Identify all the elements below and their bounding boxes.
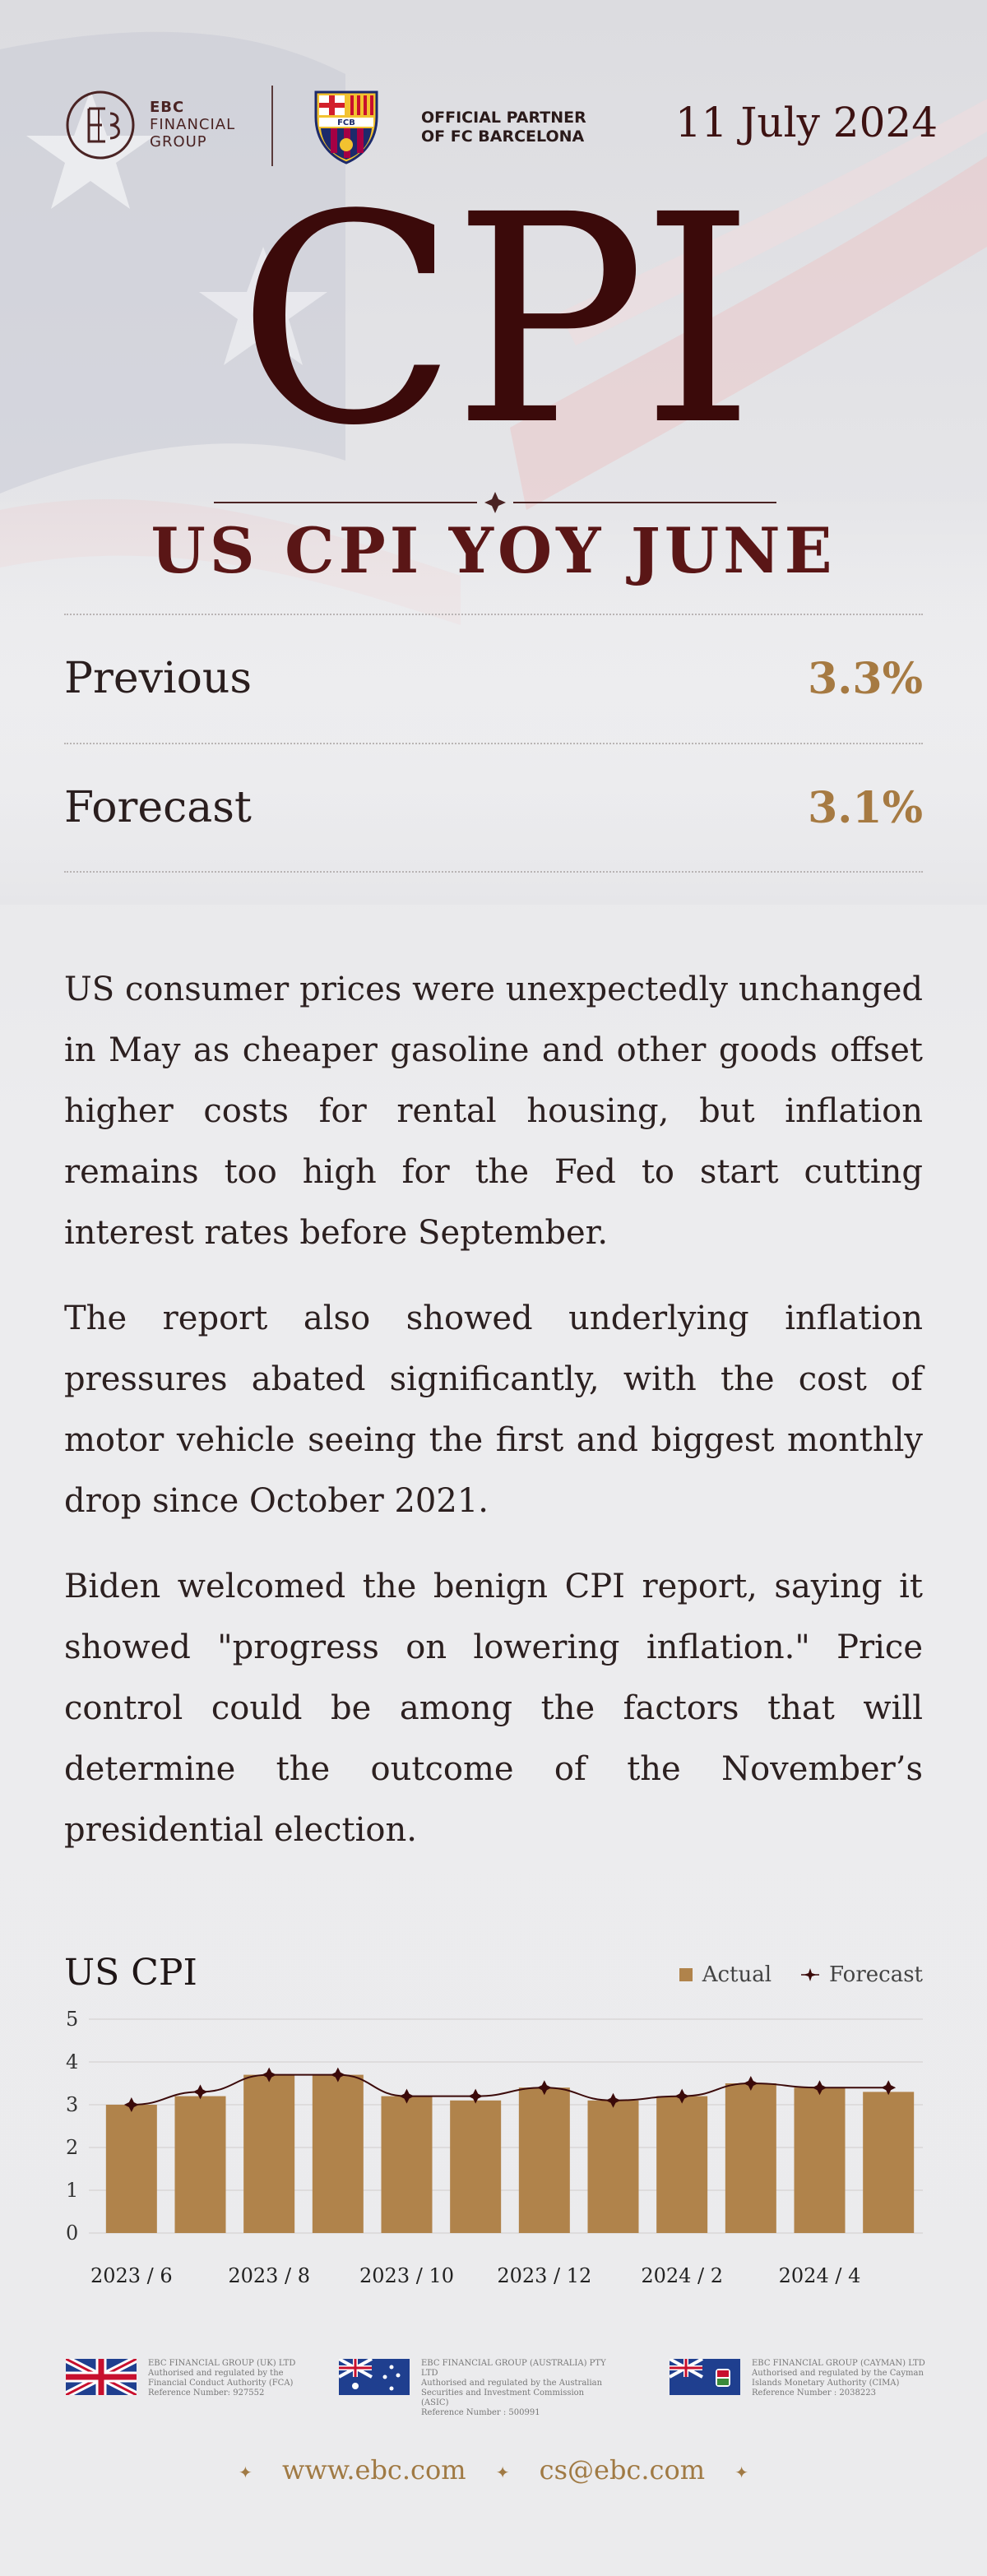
legend-actual-swatch	[679, 1968, 693, 1981]
bar-actual	[587, 2100, 639, 2233]
regulator-uk-line-1: EBC FINANCIAL GROUP (UK) LTD	[148, 2359, 296, 2368]
contact-bullet-icon: ✦	[734, 2462, 748, 2482]
forecast-point	[536, 2080, 552, 2096]
stats-divider-middle	[64, 743, 923, 744]
regulator-cayman-line-4: Reference Number : 2038223	[752, 2388, 876, 2398]
bar-actual	[725, 2083, 776, 2233]
x-tick-label: 2023 / 8	[228, 2264, 310, 2287]
publish-date: 11 July 2024	[674, 99, 938, 146]
article-body: US consumer prices were unexpectedly unc…	[64, 959, 923, 1885]
bar-actual	[863, 2092, 915, 2233]
forecast-point	[743, 2076, 758, 2091]
paragraph-3: Biden welcomed the benign CPI report, sa…	[64, 1568, 923, 1849]
brand-line-1: EBC	[150, 99, 185, 116]
chart-legend: Actual Forecast	[679, 1962, 923, 1987]
legend-forecast-label: Forecast	[829, 1962, 923, 1987]
website-link[interactable]: www.ebc.com	[281, 2454, 466, 2486]
regulator-uk-line-4: Reference Number: 927552	[148, 2388, 265, 2398]
cayman-flag-icon	[670, 2359, 740, 2395]
hero-subtitle: US CPI YOY JUNE	[151, 514, 836, 587]
regulator-cayman-line-2: Authorised and regulated by the Cayman	[752, 2369, 924, 2378]
header-divider	[271, 86, 273, 166]
regulator-cayman-line-3: Islands Monetary Authority (CIMA)	[752, 2379, 900, 2388]
x-tick-label: 2023 / 6	[90, 2264, 173, 2287]
regulator-cayman-line-1: EBC FINANCIAL GROUP (CAYMAN) LTD	[752, 2359, 925, 2368]
forecast-point	[192, 2084, 208, 2100]
regulator-australia: EBC FINANCIAL GROUP (AUSTRALIA) PTY LTD …	[339, 2359, 610, 2418]
y-tick-label: 3	[66, 2093, 78, 2116]
forecast-point	[881, 2080, 897, 2096]
stat-previous-label: Previous	[64, 654, 253, 703]
stat-previous-value: 3.3%	[808, 654, 923, 704]
stat-forecast-label: Forecast	[64, 783, 252, 832]
legend-actual-label: Actual	[702, 1962, 772, 1987]
paragraph-2: The report also showed underlying inflat…	[64, 1300, 923, 1520]
regulator-australia-line-2: Authorised and regulated by the Australi…	[421, 2379, 603, 2388]
regulator-cayman: EBC FINANCIAL GROUP (CAYMAN) LTD Authori…	[670, 2359, 941, 2398]
x-tick-label: 2024 / 4	[779, 2264, 861, 2287]
regulator-australia-line-4: Reference Number : 500991	[421, 2408, 540, 2417]
regulator-uk-text: EBC FINANCIAL GROUP (UK) LTD Authorised …	[148, 2359, 337, 2398]
forecast-point	[812, 2080, 827, 2096]
forecast-point	[399, 2088, 415, 2104]
partner-line-2: OF FC BARCELONA	[421, 127, 585, 146]
bar-actual	[794, 2087, 846, 2233]
forecast-point	[262, 2067, 277, 2083]
svg-text:FCB: FCB	[337, 118, 355, 127]
contact-bullet-icon: ✦	[495, 2462, 510, 2482]
brand-line-3: GROUP	[150, 133, 207, 151]
australia-flag-icon	[339, 2359, 410, 2395]
brand-line-2: FINANCIAL	[150, 116, 236, 133]
regulator-australia-line-3: Securities and Investment Commission (AS…	[421, 2388, 585, 2407]
forecast-point	[468, 2088, 484, 2104]
stats-divider-bottom	[64, 871, 923, 873]
fc-barcelona-crest-icon: FCB	[314, 90, 378, 164]
forecast-point	[674, 2088, 690, 2104]
bar-actual	[450, 2100, 502, 2233]
regulator-uk-line-2: Authorised and regulated by the	[148, 2369, 284, 2378]
y-tick-label: 0	[66, 2222, 78, 2245]
ornament-divider	[214, 492, 776, 513]
official-partner-text: OFFICIAL PARTNER OF FC BARCELONA	[421, 109, 586, 146]
email-link[interactable]: cs@ebc.com	[539, 2454, 706, 2486]
bar-actual	[174, 2096, 226, 2233]
y-tick-label: 1	[66, 2179, 78, 2202]
x-tick-label: 2024 / 2	[641, 2264, 723, 2287]
y-tick-label: 2	[66, 2136, 78, 2159]
y-tick-label: 5	[66, 2008, 78, 2031]
partner-line-1: OFFICIAL PARTNER	[421, 109, 586, 127]
legend-forecast: Forecast	[801, 1962, 923, 1987]
brand-wordmark: EBC FINANCIAL GROUP	[150, 99, 235, 151]
regulator-australia-line-1: EBC FINANCIAL GROUP (AUSTRALIA) PTY LTD	[421, 2359, 606, 2378]
stat-forecast-value: 3.1%	[808, 783, 923, 833]
bar-actual	[243, 2074, 295, 2233]
regulatory-info: EBC FINANCIAL GROUP (UK) LTD Authorised …	[0, 2359, 987, 2418]
uk-flag-icon	[66, 2359, 137, 2395]
forecast-point	[123, 2097, 139, 2112]
hero-title: CPI	[237, 153, 755, 489]
contact-bar: ✦ www.ebc.com ✦ cs@ebc.com ✦	[0, 2454, 987, 2486]
regulator-australia-text: EBC FINANCIAL GROUP (AUSTRALIA) PTY LTD …	[421, 2359, 610, 2418]
cpi-chart: 0 1 2 3 4 5 2023 / 6 2023 / 8 2023 / 10 2023 / 12…	[66, 2008, 923, 2287]
bar-actual	[312, 2074, 364, 2233]
bar-actual	[105, 2105, 157, 2233]
forecast-point	[605, 2092, 621, 2108]
contact-bullet-icon: ✦	[239, 2462, 253, 2482]
x-tick-label: 2023 / 12	[497, 2264, 591, 2287]
regulator-uk: EBC FINANCIAL GROUP (UK) LTD Authorised …	[66, 2359, 337, 2398]
bar-actual	[381, 2096, 433, 2233]
regulator-cayman-text: EBC FINANCIAL GROUP (CAYMAN) LTD Authori…	[752, 2359, 941, 2398]
legend-actual: Actual	[679, 1962, 772, 1987]
chart-title: US CPI	[64, 1952, 197, 1994]
ebc-logo-icon	[66, 90, 135, 160]
x-tick-label: 2023 / 10	[359, 2264, 454, 2287]
forecast-point	[330, 2067, 345, 2083]
regulator-uk-line-3: Financial Conduct Authority (FCA)	[148, 2379, 294, 2388]
stats-divider-top	[64, 614, 923, 615]
y-tick-label: 4	[66, 2050, 78, 2073]
legend-forecast-star-icon	[801, 1968, 820, 1981]
bar-actual	[656, 2096, 708, 2233]
paragraph-1: US consumer prices were unexpectedly unc…	[64, 971, 923, 1252]
bar-actual	[518, 2087, 570, 2233]
